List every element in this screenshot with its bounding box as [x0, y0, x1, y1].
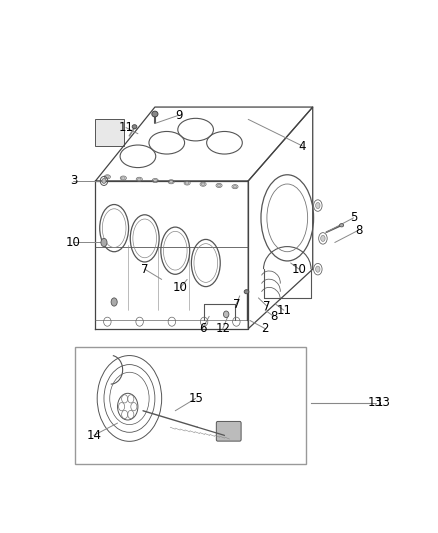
FancyBboxPatch shape	[216, 422, 241, 441]
Text: 7: 7	[263, 300, 271, 312]
Text: 2: 2	[261, 322, 269, 335]
Ellipse shape	[132, 125, 137, 129]
Text: 10: 10	[292, 263, 307, 276]
Text: 11: 11	[119, 121, 134, 134]
Text: 11: 11	[276, 304, 291, 317]
Text: 10: 10	[66, 236, 81, 249]
Text: 5: 5	[350, 212, 357, 224]
Ellipse shape	[153, 179, 157, 182]
Ellipse shape	[170, 181, 173, 183]
Bar	[75, 347, 306, 464]
Ellipse shape	[121, 177, 125, 179]
Ellipse shape	[316, 203, 320, 208]
Bar	[95, 119, 124, 146]
Text: 10: 10	[173, 281, 188, 294]
Text: 7: 7	[141, 263, 148, 276]
Ellipse shape	[233, 185, 237, 188]
Ellipse shape	[316, 266, 320, 272]
Text: 14: 14	[86, 429, 101, 442]
Text: 8: 8	[270, 310, 277, 323]
Ellipse shape	[102, 179, 106, 183]
Text: 9: 9	[175, 109, 182, 122]
Text: 3: 3	[70, 174, 77, 188]
Ellipse shape	[185, 182, 189, 184]
Text: 12: 12	[215, 322, 230, 335]
Ellipse shape	[244, 290, 249, 294]
Text: 6: 6	[199, 322, 206, 335]
Ellipse shape	[223, 311, 229, 318]
Text: 13: 13	[375, 396, 390, 409]
Text: 8: 8	[355, 224, 362, 237]
Ellipse shape	[339, 224, 344, 227]
Ellipse shape	[152, 111, 158, 117]
Text: 15: 15	[188, 392, 203, 405]
Ellipse shape	[321, 235, 325, 241]
Ellipse shape	[217, 184, 221, 187]
Ellipse shape	[101, 238, 107, 247]
Text: 4: 4	[299, 140, 306, 152]
Text: 13: 13	[368, 396, 383, 409]
Ellipse shape	[138, 178, 141, 181]
Ellipse shape	[106, 175, 109, 178]
Ellipse shape	[111, 298, 117, 306]
Text: 7: 7	[233, 297, 240, 311]
Ellipse shape	[201, 183, 205, 185]
